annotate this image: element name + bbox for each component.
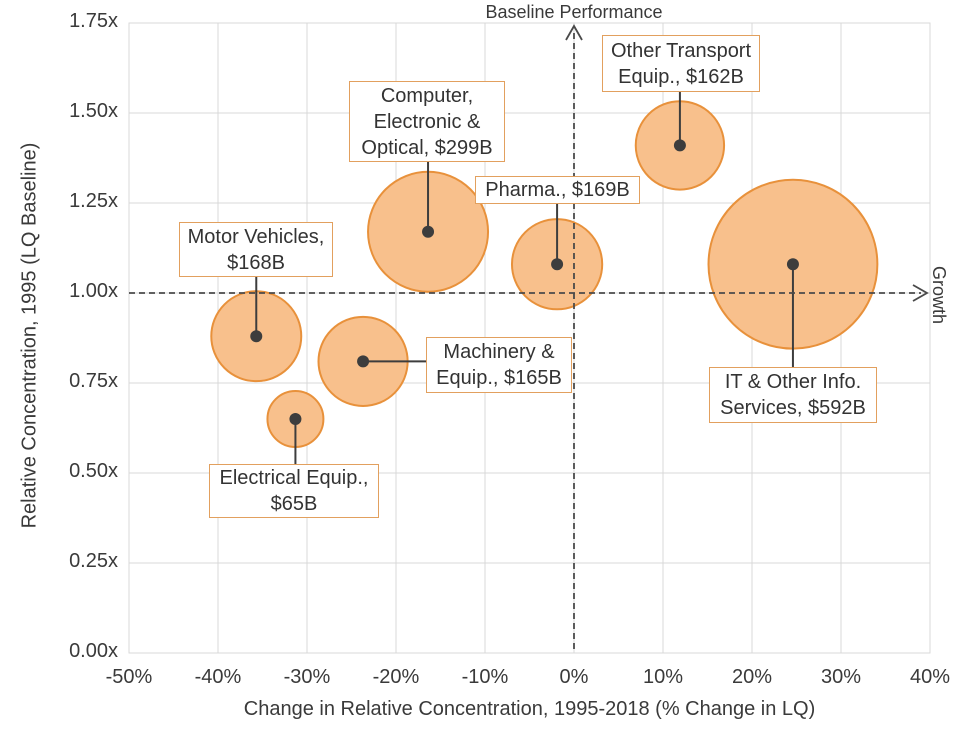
x-axis-tick: 0%	[559, 666, 589, 688]
x-axis-tick: -10%	[461, 666, 509, 688]
y-axis-tick: 0.75x	[69, 370, 118, 392]
growth-label: Growth	[929, 265, 949, 325]
label-line: Equip., $165B	[436, 367, 562, 389]
x-axis-tick: 20%	[731, 666, 773, 688]
label-line: $168B	[227, 251, 285, 274]
label-line: Electronic &	[373, 110, 481, 133]
label-line: Equip., $162B	[618, 65, 744, 88]
y-axis-tick: 0.50x	[69, 460, 118, 482]
label-box-computer-electronic-optical: Computer, Electronic & Optical, $299B	[349, 81, 505, 162]
x-axis-tick: 30%	[820, 666, 862, 688]
label-line: IT & Other Info.	[724, 371, 862, 393]
baseline-performance-label: Baseline Performance	[485, 2, 663, 22]
y-axis-tick: 1.75x	[69, 10, 118, 32]
x-axis-tick: -50%	[105, 666, 153, 688]
baseline-arrowhead-icon	[565, 24, 583, 41]
dot-computer-electronic-optical	[422, 225, 435, 238]
y-axis-tick: 1.50x	[69, 100, 118, 122]
label-box-motor-vehicles: Motor Vehicles, $168B	[179, 222, 333, 277]
label-line: Computer,	[380, 84, 474, 107]
label-line: $65B	[270, 493, 318, 515]
dot-it-other-info-services	[786, 258, 799, 271]
label-box-electrical-equip: Electrical Equip., $65B	[209, 464, 379, 518]
y-axis-tick: 1.00x	[69, 280, 118, 302]
dot-electrical-equip	[289, 413, 302, 425]
label-box-other-transport-equip: Other Transport Equip., $162B	[602, 35, 760, 92]
label-box-pharma: Pharma., $169B	[475, 176, 640, 204]
y-axis-tick: 0.00x	[69, 640, 118, 662]
label-line: Machinery &	[443, 341, 555, 363]
plot-border	[128, 22, 931, 654]
dot-pharma	[551, 258, 564, 271]
label-line: Pharma., $169B	[485, 179, 630, 201]
label-line: Other Transport	[610, 39, 752, 62]
x-axis-tick: -20%	[372, 666, 420, 688]
x-axis-tick: 40%	[909, 666, 951, 688]
x-axis-tick: -30%	[283, 666, 331, 688]
dot-motor-vehicles	[250, 330, 263, 343]
growth-arrowhead-icon	[912, 284, 929, 302]
label-box-it-other-info-services: IT & Other Info. Services, $592B	[709, 367, 877, 423]
label-line: Services, $592B	[720, 397, 866, 419]
y-axis-tick: 1.25x	[69, 190, 118, 212]
dot-other-transport-equip	[673, 139, 686, 152]
x-axis-title: Change in Relative Concentration, 1995-2…	[243, 698, 816, 720]
y-axis-tick: 0.25x	[69, 550, 118, 572]
x-axis-tick: -40%	[194, 666, 242, 688]
label-line: Motor Vehicles,	[187, 225, 325, 248]
y-axis-title: Relative Concentration, 1995 (LQ Baselin…	[18, 142, 41, 529]
label-line: Optical, $299B	[361, 136, 493, 159]
label-line: Electrical Equip.,	[219, 467, 369, 489]
x-axis-tick: 10%	[642, 666, 684, 688]
label-box-machinery-equip: Machinery & Equip., $165B	[426, 337, 572, 393]
dot-machinery-equip	[357, 355, 370, 368]
